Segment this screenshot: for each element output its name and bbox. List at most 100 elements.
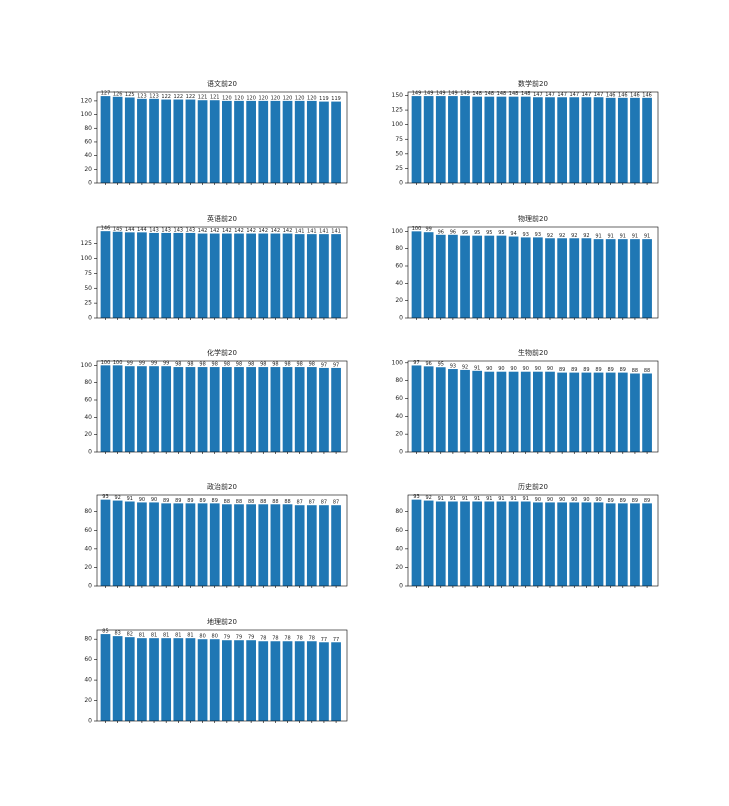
data-label: 91 [474, 496, 480, 502]
data-label: 148 [485, 91, 495, 97]
y-tick-label: 20 [84, 431, 92, 438]
bar [508, 96, 519, 183]
bar [246, 233, 256, 318]
bar [569, 97, 580, 183]
bar [124, 232, 135, 318]
bar [197, 233, 208, 318]
data-label: 89 [199, 498, 205, 504]
bar [508, 371, 519, 452]
data-label: 98 [175, 362, 181, 368]
bar [508, 236, 519, 318]
bar [411, 96, 422, 183]
bar [331, 505, 341, 586]
data-label: 147 [594, 92, 604, 98]
data-label: 126 [113, 91, 123, 97]
data-label: 89 [187, 498, 193, 504]
bar [282, 367, 293, 452]
y-tick-label: 40 [84, 414, 92, 421]
data-label: 89 [175, 498, 181, 504]
chart-title: 数学前20 [518, 79, 548, 88]
axes-frame [407, 494, 659, 587]
data-label: 87 [309, 500, 315, 506]
data-label: 95 [438, 362, 444, 368]
data-label: 93 [102, 494, 108, 500]
bar [234, 100, 244, 183]
data-label: 82 [127, 632, 133, 638]
bar [222, 640, 232, 721]
bar [209, 367, 220, 452]
data-label: 95 [462, 230, 468, 236]
bar [423, 500, 434, 586]
bar [197, 367, 208, 452]
bar [319, 642, 329, 721]
bar [617, 503, 628, 586]
data-label: 81 [187, 633, 193, 639]
bar [581, 238, 592, 318]
data-label: 125 [125, 92, 135, 98]
bar [630, 239, 640, 318]
data-label: 90 [510, 366, 516, 372]
bar [124, 97, 135, 183]
data-label: 123 [149, 93, 159, 99]
y-tick-label: 60 [84, 138, 92, 145]
subplot: 政治前20 0 20 40 60 80 93 92 91 90 90 89 89 89 89 89 88 88 88… [84, 482, 348, 590]
bar [331, 642, 341, 721]
data-label: 99 [425, 227, 431, 233]
bar [484, 371, 495, 452]
data-label: 121 [198, 95, 208, 101]
bar [545, 238, 555, 318]
data-label: 79 [248, 635, 254, 641]
bar [282, 504, 293, 586]
axes-frame [96, 494, 348, 587]
data-label: 91 [486, 496, 492, 502]
data-label: 97 [333, 362, 339, 368]
bar [197, 100, 208, 183]
data-label: 78 [260, 636, 266, 642]
bar [496, 501, 507, 586]
bar [472, 370, 483, 452]
bar [581, 97, 592, 183]
data-label: 79 [236, 635, 242, 641]
bar [423, 366, 434, 452]
bar [319, 101, 329, 183]
bar [270, 504, 281, 586]
data-label: 94 [510, 231, 516, 237]
data-label: 88 [644, 368, 650, 374]
data-label: 92 [114, 495, 120, 501]
data-label: 77 [321, 637, 327, 643]
y-tick-label: 60 [84, 656, 92, 663]
data-label: 91 [607, 234, 613, 240]
data-label: 92 [571, 233, 577, 239]
axes-frame [96, 91, 348, 184]
y-tick-label: 20 [84, 564, 92, 571]
data-label: 142 [283, 228, 293, 234]
data-label: 89 [163, 498, 169, 504]
bar [209, 233, 220, 318]
bar [197, 639, 208, 721]
y-tick-label: 60 [84, 527, 92, 534]
bar [185, 232, 196, 318]
bar [258, 641, 269, 721]
bar [423, 96, 434, 183]
data-label: 148 [521, 91, 531, 97]
bar [435, 367, 446, 452]
data-label: 88 [260, 499, 266, 505]
axes-frame [96, 360, 348, 453]
y-tick-label: 40 [84, 152, 92, 159]
bar [605, 372, 616, 452]
y-tick-label: 60 [395, 527, 403, 534]
data-label: 88 [284, 499, 290, 505]
bar [496, 371, 507, 452]
bar [209, 503, 220, 586]
data-label: 143 [161, 227, 171, 233]
subplot: 地理前20 0 20 40 60 80 85 83 82 81 81 81 81 81 80 80 79 79 79… [84, 617, 348, 725]
bar [593, 97, 604, 183]
y-tick-label: 20 [395, 431, 403, 438]
y-tick-label: 100 [392, 228, 404, 235]
data-label: 96 [438, 229, 444, 235]
bar [484, 235, 495, 318]
data-label: 143 [186, 227, 196, 233]
data-label: 146 [101, 226, 111, 232]
bar [294, 641, 305, 721]
data-label: 143 [174, 227, 184, 233]
